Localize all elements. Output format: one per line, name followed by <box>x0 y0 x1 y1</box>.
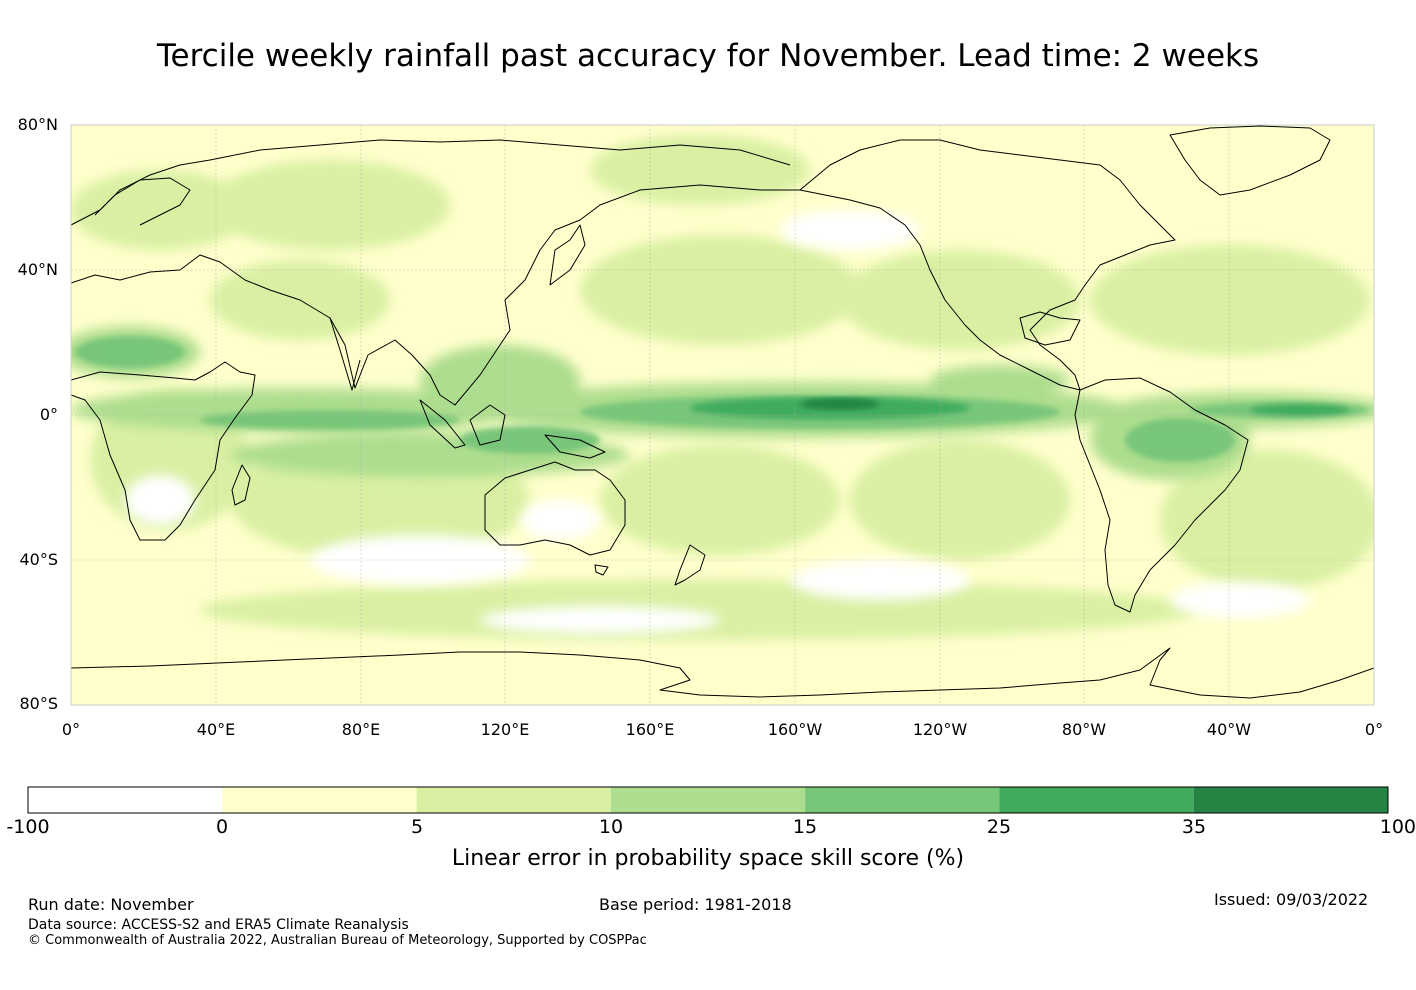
colorbar-segment <box>28 787 223 813</box>
region-europe <box>71 170 250 250</box>
colorbar-tick-label: 100 <box>1379 816 1416 838</box>
region-north-pacific <box>590 135 810 205</box>
coast-south-america <box>1074 377 1249 613</box>
peak-atlantic <box>1250 404 1350 416</box>
coast-gulf-mexico <box>1019 311 1081 346</box>
issued-date: Issued: 09/03/2022 <box>1214 890 1369 909</box>
coast-greenland <box>1169 125 1331 196</box>
colorbar-title: Linear error in probability space skill … <box>451 846 965 871</box>
graticule <box>71 125 1374 705</box>
region-south-pacific-west <box>600 445 840 555</box>
lat-label-80s: 80°S <box>19 694 58 713</box>
skill-field <box>71 125 1374 705</box>
region-south-atlantic <box>1160 450 1374 590</box>
coast-new-zealand <box>674 544 706 586</box>
coast-antarctica <box>71 647 1374 699</box>
copyright: © Commonwealth of Australia 2022, Austra… <box>28 933 647 948</box>
map-frame <box>70 124 1375 706</box>
colorbar-tick-label: -100 <box>6 816 50 838</box>
white-south-pacific <box>790 560 970 600</box>
colorbar-tick-label: 0 <box>215 816 229 838</box>
core-indonesia <box>460 426 600 454</box>
colorbar-segment <box>805 787 1000 813</box>
region-west-pacific-north <box>580 235 860 345</box>
region-south-pacific-east <box>850 440 1070 560</box>
chart-title: Tercile weekly rainfall past accuracy fo… <box>156 38 1260 74</box>
white-southern-ocean <box>480 606 720 634</box>
white-south-atlantic <box>1170 582 1310 618</box>
colorbar-segment <box>1193 787 1388 813</box>
colorbar-tick-label: 15 <box>792 816 818 838</box>
lon-label-40e: 40°E <box>196 720 236 739</box>
lon-label-40w: 40°W <box>1206 720 1252 739</box>
colorbar-segment <box>222 787 417 813</box>
coast-new-guinea <box>544 434 606 459</box>
colorbar-tick-label: 10 <box>598 816 624 838</box>
lon-label-80w: 80°W <box>1061 720 1107 739</box>
coast-sumatra <box>419 399 466 449</box>
coast-africa <box>71 361 256 541</box>
coast-scandinavia <box>94 177 191 226</box>
colorbar-segment <box>610 787 806 813</box>
region-north-atlantic <box>1090 245 1370 355</box>
lat-label-40n: 40°N <box>17 260 58 279</box>
coast-tasmania <box>594 564 609 576</box>
colorbar-tick-label: 25 <box>986 816 1012 838</box>
lon-label-160w: 160°W <box>767 720 823 739</box>
colorbar-frame <box>27 786 1389 814</box>
region-north-asia <box>210 160 450 250</box>
lon-label-0: 0° <box>61 720 81 739</box>
white-north-pacific <box>780 210 920 250</box>
lon-label-120w: 120°W <box>912 720 968 739</box>
coast-north-america <box>799 139 1176 391</box>
coast-japan <box>549 224 586 286</box>
core-brazil <box>1125 418 1235 462</box>
coastlines <box>71 125 1374 699</box>
light-green-regions <box>71 135 1374 640</box>
lon-label-0-east: 0° <box>1364 720 1384 739</box>
coast-madagascar <box>231 464 251 506</box>
white-australia <box>520 500 600 540</box>
lon-label-160e: 160°E <box>625 720 675 739</box>
coast-europe-asia <box>71 184 800 406</box>
band-maritime-continent <box>420 345 580 415</box>
coast-borneo <box>469 404 506 446</box>
colorbar-tick-label: 35 <box>1181 816 1207 838</box>
core-west-africa <box>75 336 185 368</box>
colorbar-segment <box>999 787 1194 813</box>
region-southern-ocean <box>200 580 1200 640</box>
coast-india-peninsula <box>329 317 361 391</box>
white-africa-south <box>125 475 195 525</box>
run-date: Run date: November <box>28 895 194 914</box>
base-period: Base period: 1981-2018 <box>599 895 792 914</box>
max-pacific <box>800 398 880 410</box>
colorbar-segment <box>416 787 611 813</box>
coast-australia <box>484 461 626 556</box>
colorbar-tick-label: 5 <box>410 816 424 838</box>
data-source: Data source: ACCESS-S2 and ERA5 Climate … <box>28 917 409 933</box>
colorbar <box>27 786 1389 814</box>
lat-label-0: 0° <box>39 405 58 424</box>
lat-label-40s: 40°S <box>19 550 58 569</box>
lon-label-120e: 120°E <box>480 720 530 739</box>
lat-label-80n: 80°N <box>17 115 58 134</box>
region-east-pacific-north <box>840 250 1080 350</box>
lon-label-80e: 80°E <box>341 720 381 739</box>
